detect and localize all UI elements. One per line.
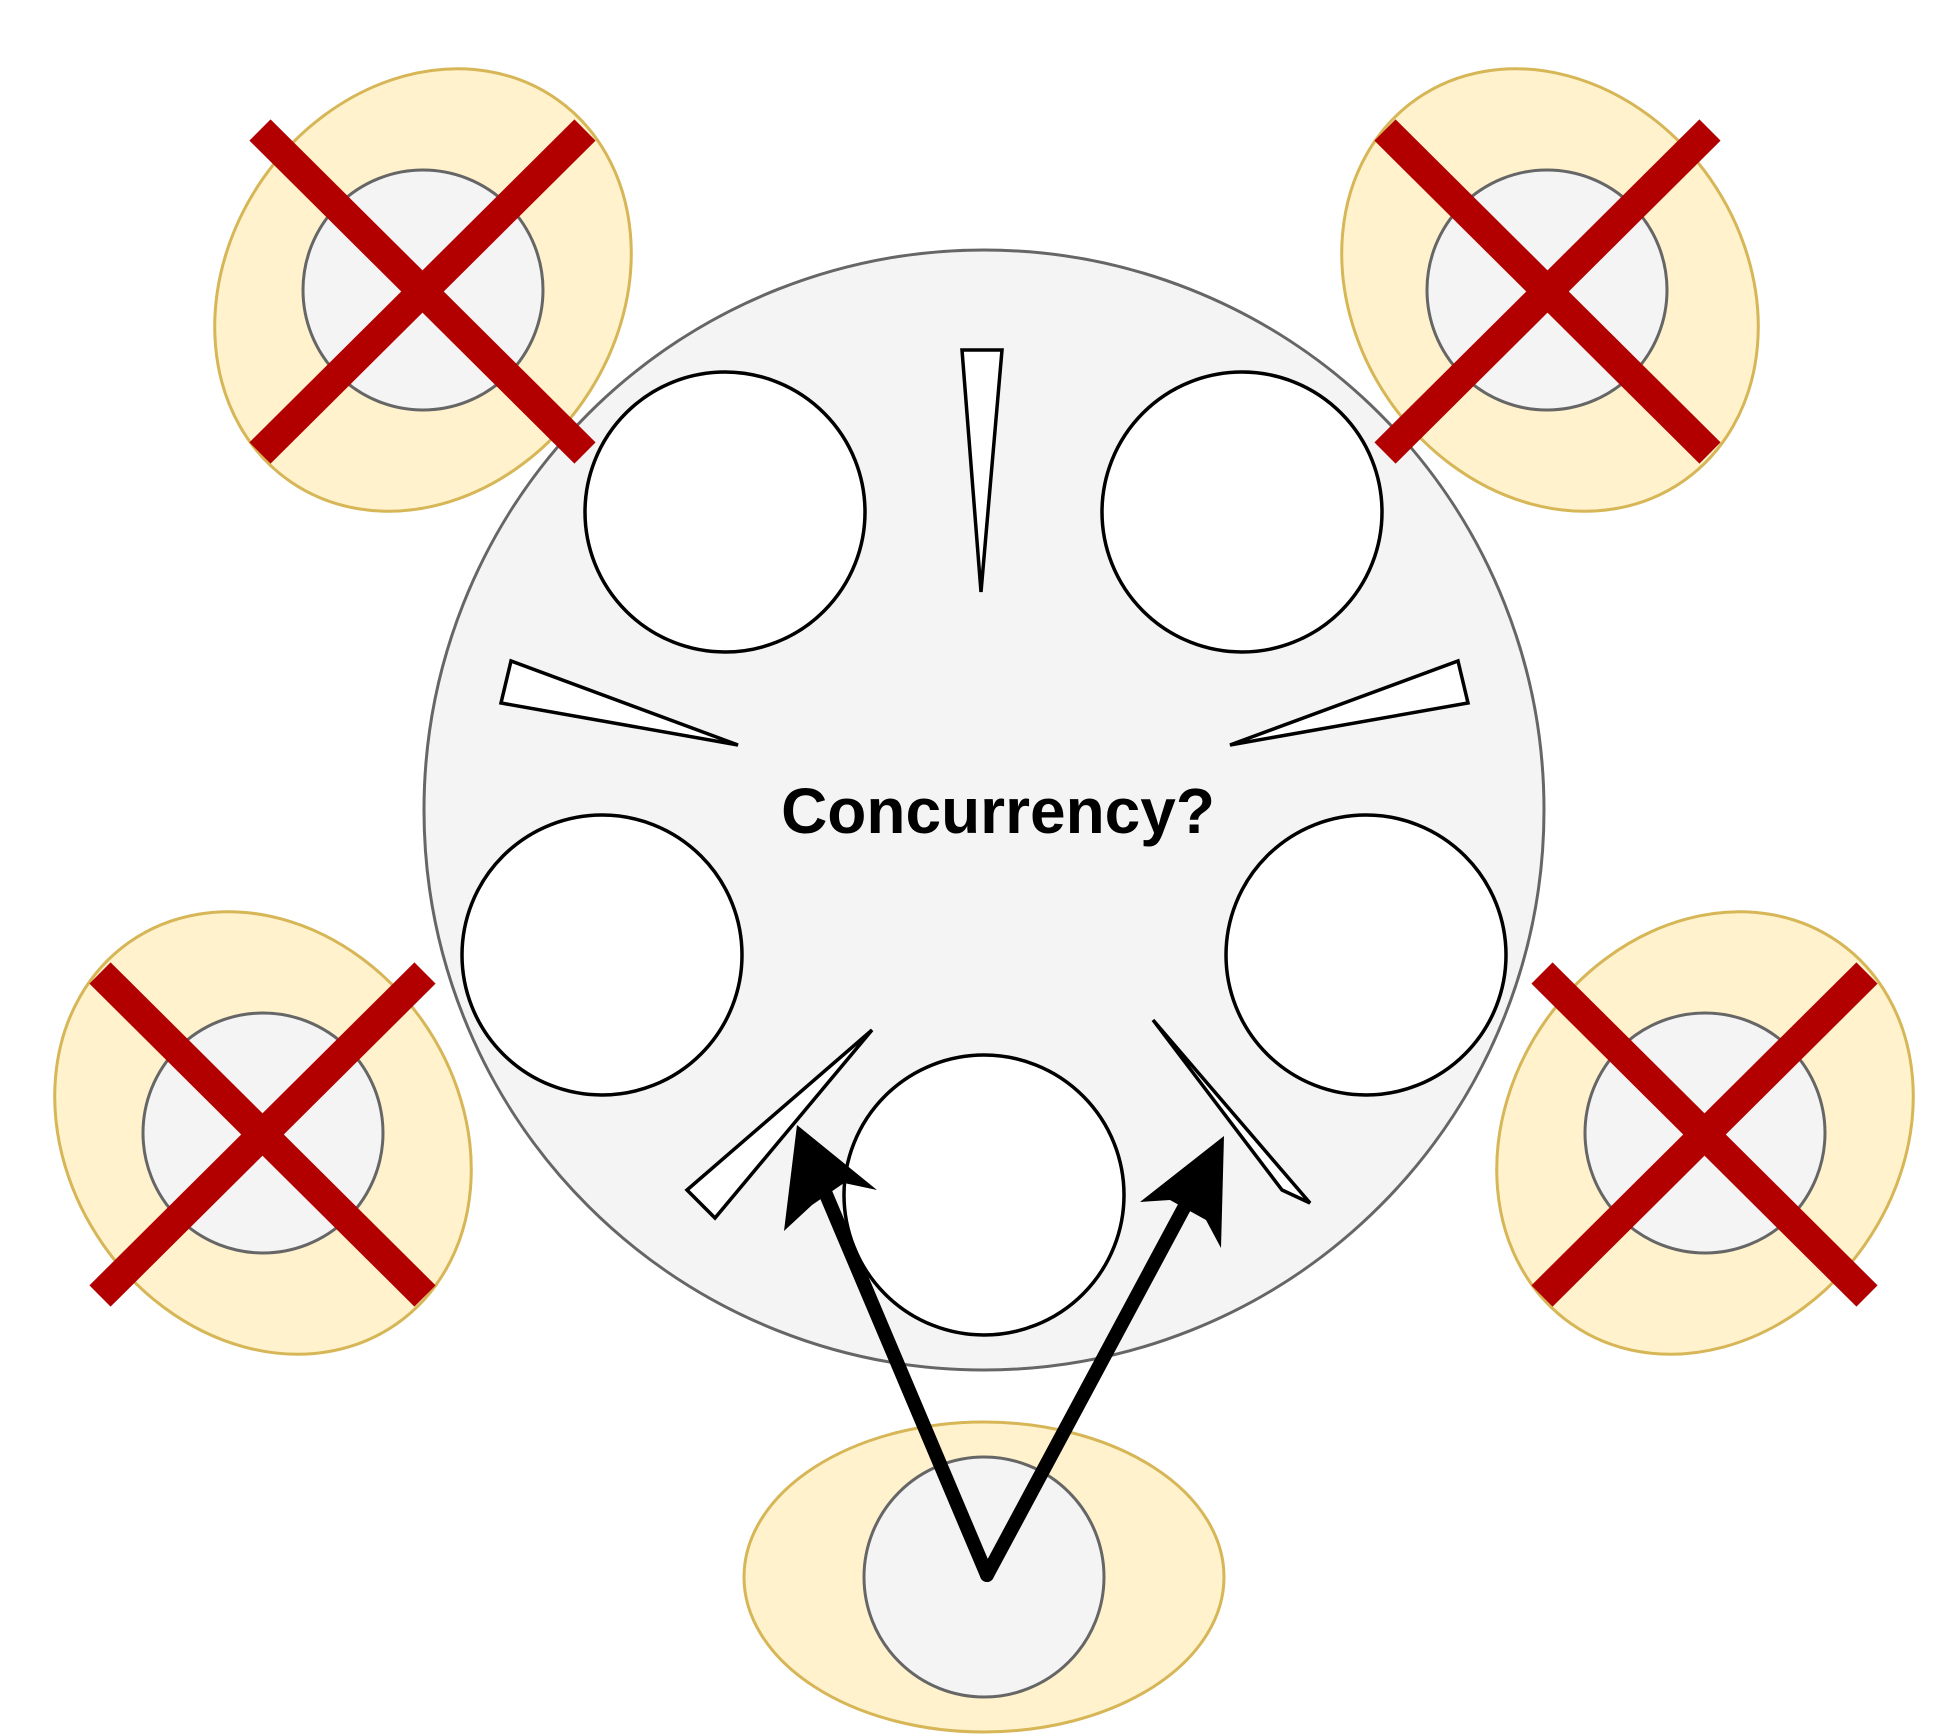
arrow-head-right-icon: [1140, 1136, 1224, 1248]
plates: [460, 370, 1508, 1337]
philosopher-top-right: [1340, 67, 1760, 513]
blocked-cross-icon: [1531, 962, 1878, 1307]
fork-lower-right: [1151, 1018, 1312, 1205]
philosopher-right: [1495, 910, 1915, 1356]
plate-top-left: [583, 370, 867, 654]
diagram-title: Concurrency?: [781, 775, 1215, 847]
philosopher-top-left: [213, 67, 633, 513]
fork-grab-arrows: [784, 1125, 1224, 1582]
plate-bottom: [842, 1053, 1126, 1337]
plate-top-right: [1100, 370, 1384, 654]
blocked-cross-icon: [89, 962, 436, 1307]
blocked-cross-icon: [1374, 119, 1721, 464]
fork-upper-left: [498, 658, 739, 747]
arrow-to-left-fork: [807, 1159, 994, 1582]
philosopher-left: [53, 910, 473, 1356]
plate-left: [460, 813, 744, 1097]
plate-right: [1224, 813, 1508, 1097]
fork-top: [960, 348, 1004, 593]
arrow-head-left-icon: [784, 1125, 877, 1231]
blocked-cross-icon: [249, 119, 596, 464]
forks: [498, 348, 1471, 1221]
fork-upper-right: [1229, 658, 1471, 747]
arrow-to-right-fork: [980, 1171, 1207, 1582]
fork-lower-left: [684, 1028, 874, 1221]
